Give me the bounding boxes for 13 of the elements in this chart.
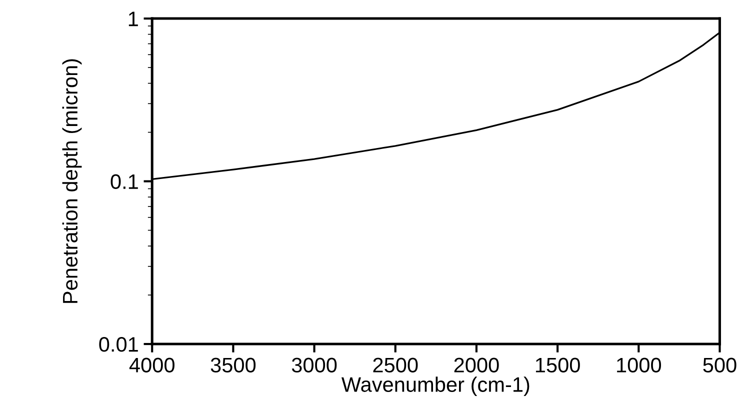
x-axis-title: Wavenumber (cm-1) — [341, 376, 530, 396]
x-tick-label: 3500 — [210, 358, 256, 373]
x-tick-label: 4000 — [129, 358, 174, 373]
x-tick-label: 2000 — [454, 358, 499, 373]
x-tick-label: 500 — [703, 358, 736, 373]
y-tick-label: 1 — [128, 12, 138, 26]
x-tick-label: 3000 — [292, 358, 337, 373]
x-tick-label: 1000 — [617, 358, 662, 373]
x-tick-label: 1500 — [536, 358, 580, 373]
y-tick-label: 0.01 — [99, 337, 138, 352]
x-tick-label: 2500 — [373, 358, 418, 373]
y-tick-label: 0.1 — [110, 174, 138, 190]
y-axis-title: Penetration depth (micron) — [62, 59, 82, 303]
